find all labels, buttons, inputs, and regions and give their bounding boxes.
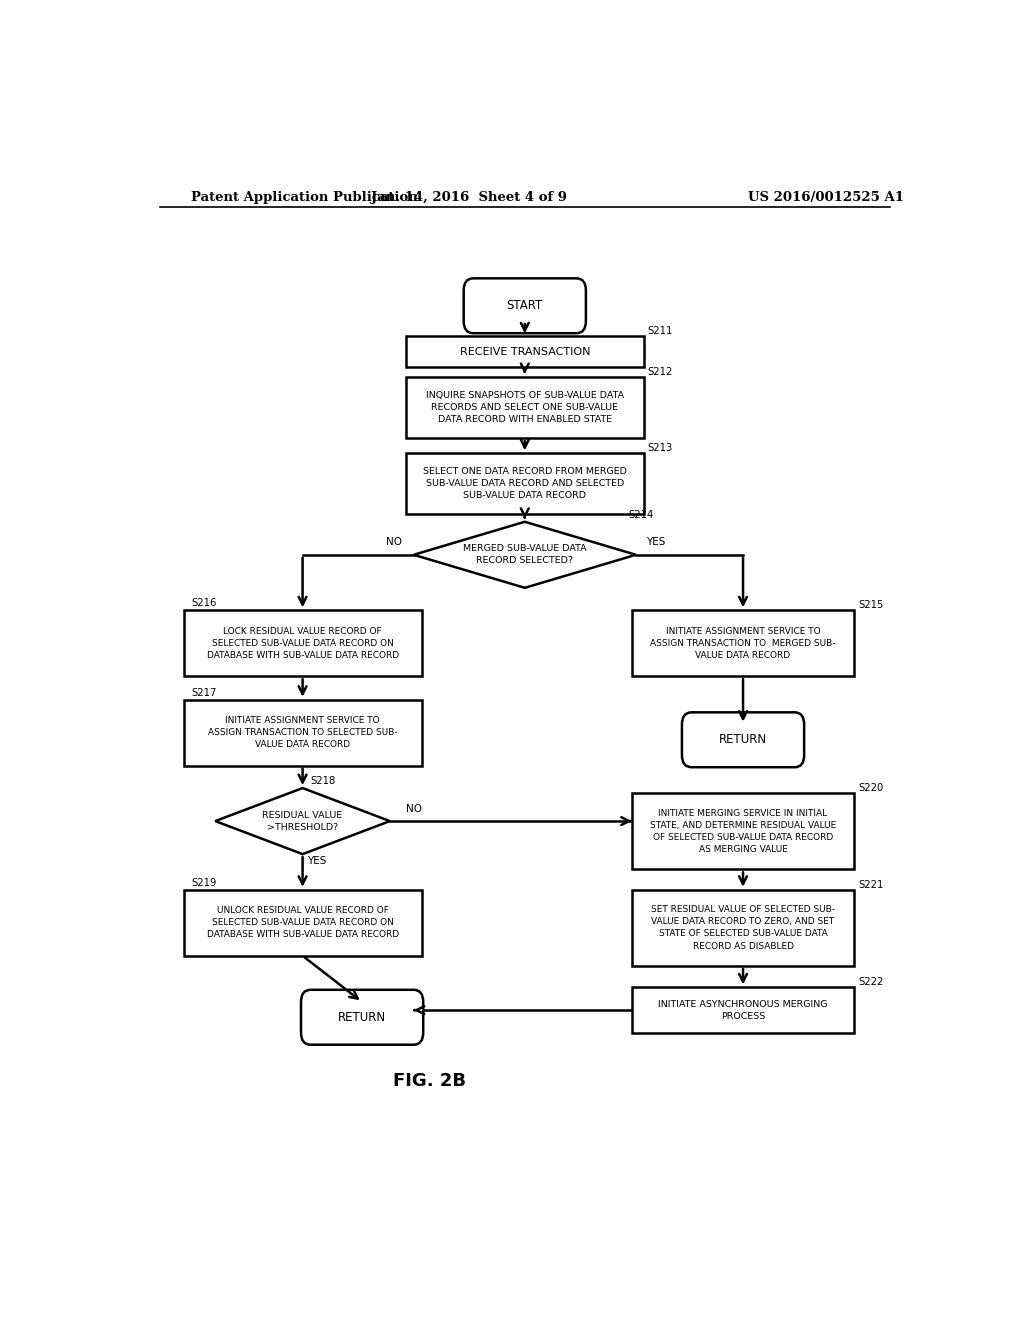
Bar — [406, 453, 644, 515]
Text: S215: S215 — [858, 601, 884, 610]
Bar — [183, 700, 422, 766]
FancyBboxPatch shape — [301, 990, 423, 1044]
Text: S213: S213 — [648, 444, 673, 453]
Text: NO: NO — [386, 537, 401, 546]
Text: S219: S219 — [191, 878, 217, 887]
Polygon shape — [215, 788, 390, 854]
Text: START: START — [507, 300, 543, 313]
Bar — [632, 890, 854, 966]
Text: NO: NO — [406, 804, 422, 814]
Text: INITIATE MERGING SERVICE IN INITIAL
STATE, AND DETERMINE RESIDUAL VALUE
OF SELEC: INITIATE MERGING SERVICE IN INITIAL STAT… — [650, 809, 837, 854]
Text: S212: S212 — [648, 367, 673, 378]
Bar — [406, 337, 644, 367]
Bar — [632, 793, 854, 870]
Text: YES: YES — [646, 537, 666, 546]
Text: INQUIRE SNAPSHOTS OF SUB-VALUE DATA
RECORDS AND SELECT ONE SUB-VALUE
DATA RECORD: INQUIRE SNAPSHOTS OF SUB-VALUE DATA RECO… — [426, 391, 624, 424]
Text: UNLOCK RESIDUAL VALUE RECORD OF
SELECTED SUB-VALUE DATA RECORD ON
DATABASE WITH : UNLOCK RESIDUAL VALUE RECORD OF SELECTED… — [207, 906, 398, 940]
Text: MERGED SUB-VALUE DATA
RECORD SELECTED?: MERGED SUB-VALUE DATA RECORD SELECTED? — [463, 544, 587, 565]
Text: INITIATE ASSIGNMENT SERVICE TO
ASSIGN TRANSACTION TO  MERGED SUB-
VALUE DATA REC: INITIATE ASSIGNMENT SERVICE TO ASSIGN TR… — [650, 627, 836, 660]
Bar — [183, 890, 422, 956]
Text: YES: YES — [306, 857, 326, 866]
Polygon shape — [414, 521, 636, 587]
Text: RETURN: RETURN — [719, 734, 767, 746]
Text: INITIATE ASYNCHRONOUS MERGING
PROCESS: INITIATE ASYNCHRONOUS MERGING PROCESS — [658, 999, 827, 1020]
Bar — [632, 987, 854, 1034]
Text: US 2016/0012525 A1: US 2016/0012525 A1 — [749, 190, 904, 203]
Text: RETURN: RETURN — [338, 1011, 386, 1024]
Bar — [183, 610, 422, 676]
Text: Patent Application Publication: Patent Application Publication — [191, 190, 418, 203]
Text: SELECT ONE DATA RECORD FROM MERGED
SUB-VALUE DATA RECORD AND SELECTED
SUB-VALUE : SELECT ONE DATA RECORD FROM MERGED SUB-V… — [423, 467, 627, 500]
Text: RECEIVE TRANSACTION: RECEIVE TRANSACTION — [460, 347, 590, 356]
Text: S218: S218 — [310, 776, 336, 785]
Bar — [632, 610, 854, 676]
Text: S220: S220 — [858, 783, 884, 793]
Text: S217: S217 — [191, 688, 217, 697]
FancyBboxPatch shape — [464, 279, 586, 333]
Text: S214: S214 — [628, 510, 653, 520]
Text: SET RESIDUAL VALUE OF SELECTED SUB-
VALUE DATA RECORD TO ZERO, AND SET
STATE OF : SET RESIDUAL VALUE OF SELECTED SUB- VALU… — [651, 906, 835, 950]
Text: INITIATE ASSIGNMENT SERVICE TO
ASSIGN TRANSACTION TO SELECTED SUB-
VALUE DATA RE: INITIATE ASSIGNMENT SERVICE TO ASSIGN TR… — [208, 715, 397, 750]
Text: S211: S211 — [648, 326, 673, 337]
Text: LOCK RESIDUAL VALUE RECORD OF
SELECTED SUB-VALUE DATA RECORD ON
DATABASE WITH SU: LOCK RESIDUAL VALUE RECORD OF SELECTED S… — [207, 627, 398, 660]
Text: S216: S216 — [191, 598, 217, 609]
FancyBboxPatch shape — [682, 713, 804, 767]
Text: Jan. 14, 2016  Sheet 4 of 9: Jan. 14, 2016 Sheet 4 of 9 — [372, 190, 567, 203]
Text: RESIDUAL VALUE
>THRESHOLD?: RESIDUAL VALUE >THRESHOLD? — [262, 810, 343, 832]
Text: FIG. 2B: FIG. 2B — [393, 1072, 466, 1090]
Bar — [406, 378, 644, 438]
Text: S221: S221 — [858, 879, 884, 890]
Text: S222: S222 — [858, 977, 884, 987]
